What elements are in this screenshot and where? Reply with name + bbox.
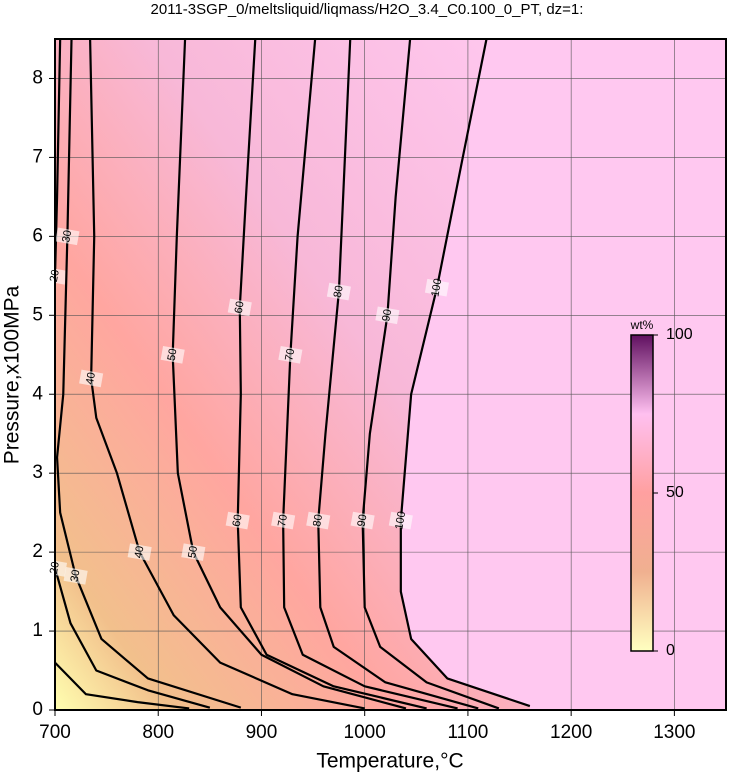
y-tick-label: 2: [32, 541, 43, 562]
contour-label-bg: [63, 566, 88, 585]
contour-label-bg: [350, 511, 375, 530]
y-tick-label: 5: [32, 304, 43, 325]
contour-label: 30: [69, 569, 83, 583]
contour-label: 40: [84, 371, 98, 385]
low-region: [55, 39, 530, 710]
contour-label-bg: [225, 511, 250, 530]
contour-line: [317, 38, 479, 710]
chart-title: 2011-3SGP_0/meltsliquid/liqmass/H2O_3.4_…: [151, 1, 584, 18]
contour-label: 70: [276, 513, 290, 527]
y-axis-label: Pressure,x100MPa: [1, 285, 24, 464]
y-tick-label: 7: [32, 146, 43, 167]
contour-label-bg: [227, 298, 252, 317]
contour-label: 30: [60, 229, 74, 243]
contour-label: 100: [393, 510, 408, 530]
contour-label: 80: [332, 285, 346, 299]
contour-label-bg: [127, 543, 152, 561]
contour-label-bg: [160, 345, 185, 364]
x-tick-label: 800: [142, 722, 174, 743]
contour-label-bg: [278, 345, 303, 364]
x-tick-label: 1300: [653, 722, 695, 743]
contour-label: 40: [133, 545, 147, 559]
contour-line: [54, 661, 190, 710]
colorbar-tick-label: 0: [666, 642, 675, 659]
contour-label: 90: [356, 513, 370, 527]
y-tick-label: 0: [32, 699, 43, 720]
contour-label: 60: [231, 513, 245, 527]
contour-label: 70: [283, 348, 297, 362]
contour-label-bg: [375, 306, 400, 325]
colorbar-label: wt%: [630, 318, 654, 332]
contour-label-bg: [55, 227, 80, 246]
x-tick-label: 900: [246, 722, 278, 743]
x-tick-label: 1000: [344, 722, 386, 743]
contour-label-bg: [388, 511, 413, 530]
y-tick-label: 6: [32, 225, 43, 246]
colorbar: [630, 334, 654, 652]
y-tick-label: 8: [32, 67, 43, 88]
contour-label-bg: [326, 282, 351, 301]
contour-label: 50: [186, 545, 200, 559]
contour-label-bg: [79, 369, 104, 388]
contour-line: [55, 38, 242, 709]
contour-line: [282, 38, 458, 710]
contour-label-bg: [181, 543, 206, 561]
contour-label: 80: [311, 513, 325, 527]
contour-label: 60: [233, 300, 247, 314]
x-tick-label: 700: [39, 722, 71, 743]
contour-label-bg: [271, 511, 296, 530]
y-tick-label: 3: [32, 462, 43, 483]
plot-frame: [54, 38, 727, 711]
contour-label: 100: [429, 278, 444, 298]
y-tick-label: 1: [32, 620, 43, 641]
y-tick-label: 4: [32, 383, 43, 404]
contour-label-bg: [306, 511, 331, 530]
contour-label: 50: [166, 348, 180, 362]
x-tick-label: 1100: [447, 722, 488, 743]
contour-line: [88, 38, 365, 710]
x-tick-label: 1200: [550, 722, 592, 743]
contour-label: 90: [380, 308, 394, 322]
colorbar-tick-label: 100: [666, 326, 693, 343]
colorbar-tick-label: 50: [666, 484, 684, 501]
x-axis-label: Temperature,°C: [316, 750, 463, 773]
contour-label-bg: [424, 278, 450, 297]
